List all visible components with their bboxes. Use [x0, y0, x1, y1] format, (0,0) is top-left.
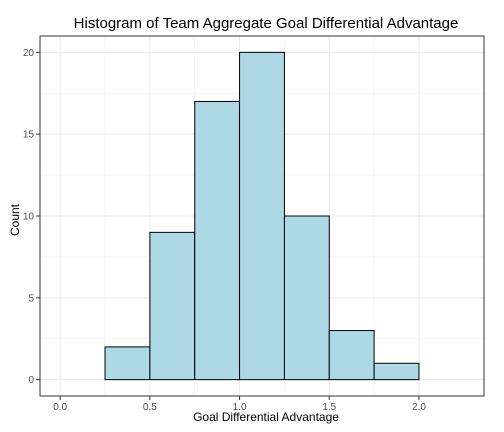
histogram-bar [283, 215, 330, 381]
x-axis-ticks: 0.0 0.5 1.0 1.5 2.0 [53, 396, 426, 413]
y-axis-ticks: 0 5 10 15 20 [23, 48, 40, 386]
chart-title: Histogram of Team Aggregate Goal Differe… [74, 15, 459, 32]
y-tick-label: 15 [23, 130, 35, 141]
histogram-bar [239, 51, 285, 381]
histogram-bar [149, 231, 196, 381]
x-tick-label: 2.0 [412, 402, 426, 413]
y-axis-title: Count [8, 203, 22, 236]
histogram-bar [194, 100, 241, 381]
histogram-bar [373, 362, 420, 381]
y-tick-label: 10 [23, 212, 35, 223]
y-tick-label: 20 [23, 48, 35, 59]
y-tick-label: 0 [28, 375, 34, 386]
x-tick-label: 1.0 [233, 402, 247, 413]
histogram-bar [328, 330, 375, 381]
histogram-bars [104, 51, 420, 381]
x-axis-title: Goal Differential Advantage [193, 410, 339, 424]
x-tick-label: 1.5 [322, 402, 336, 413]
y-tick-label: 5 [28, 293, 34, 304]
x-tick-label: 0.5 [143, 402, 157, 413]
histogram-bar [104, 346, 151, 381]
x-tick-label: 0.0 [53, 402, 67, 413]
